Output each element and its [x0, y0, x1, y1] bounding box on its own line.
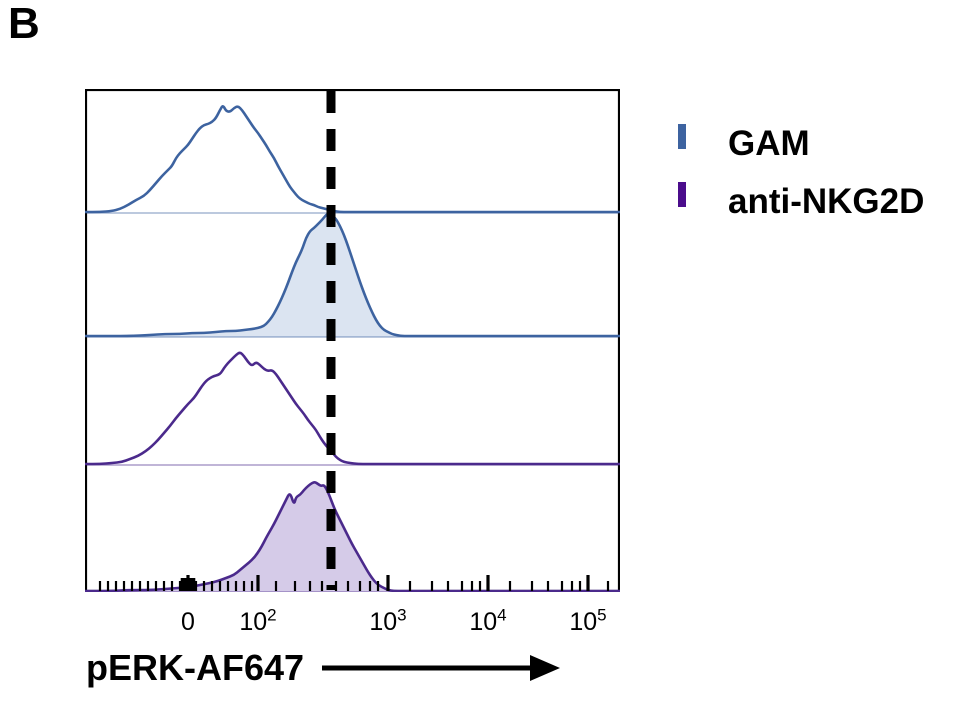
histogram-trace-3 [85, 481, 620, 592]
legend-label-anti-nkg2d: anti-NKG2D [728, 181, 925, 221]
legend-item-gam[interactable]: GAM [678, 114, 956, 172]
histogram-trace-1 [85, 211, 620, 338]
histogram-plot-area [85, 89, 620, 592]
legend: GAM anti-NKG2D [678, 114, 956, 230]
x-tick-label-3: 104 [469, 605, 507, 636]
legend-swatch-gam [678, 124, 708, 158]
legend-item-anti-nkg2d[interactable]: anti-NKG2D [678, 172, 956, 230]
x-tick-label-1: 102 [239, 605, 277, 636]
x-axis-tick-labels: 0 102 103 104 105 [0, 605, 956, 650]
histogram-svg [85, 89, 620, 592]
histogram-fill-1 [85, 212, 620, 337]
legend-label-gam: GAM [728, 123, 810, 163]
x-axis-title: pERK-AF647 [86, 647, 305, 688]
series-layer [85, 105, 620, 592]
x-axis-ticks [98, 575, 610, 591]
legend-swatch-anti-nkg2d [678, 182, 708, 216]
x-tick-label-0: 0 [181, 608, 195, 636]
histogram-trace-2 [85, 351, 620, 466]
x-axis-title-group: pERK-AF647 [86, 650, 562, 686]
histogram-fill-3 [85, 482, 620, 592]
plot-frame [85, 89, 620, 592]
right-arrow-icon [322, 655, 561, 681]
x-tick-label-2: 103 [369, 605, 407, 636]
x-tick-label-4: 105 [569, 605, 607, 636]
panel-label: B [8, 0, 40, 48]
